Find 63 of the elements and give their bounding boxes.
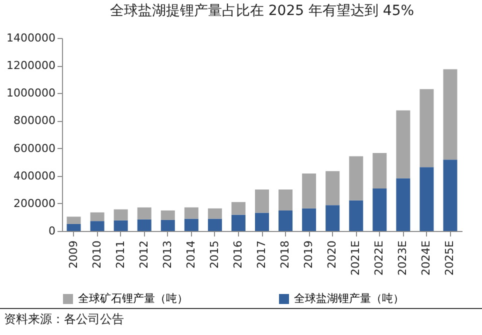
bar [255,212,269,231]
x-tick-label: 2020 [326,240,339,268]
bar [114,220,128,231]
legend-label: 全球矿石锂产量（吨） [78,292,188,305]
bar [372,152,387,189]
y-tick-label: 1000000 [6,86,56,100]
bar [396,110,410,178]
x-tick-label: 2018 [278,240,292,268]
bar [114,209,128,220]
bar [372,188,387,231]
chart-title: 全球盐湖提锂产量占比在 2025 年有望达到 45% [110,3,414,19]
y-tick-label: 800000 [14,114,56,128]
bar [326,171,340,206]
bar [160,220,175,231]
bar [302,208,316,231]
x-tick-label: 2013 [160,240,174,268]
bar [184,207,198,219]
x-tick-label: 2012 [137,240,150,268]
bar [66,216,81,224]
x-tick-label: 2021E [349,240,362,276]
x-tick-label: 2022E [372,240,386,276]
x-tick-label: 2017 [255,240,268,268]
x-tick-label: 2014 [184,240,198,268]
text: 资料来源：各公司公告 [0,308,482,330]
y-tick-label: 1400000 [6,32,56,44]
bar [443,69,458,160]
bar [278,190,293,210]
bar [278,210,293,231]
y-tick-label: 400000 [14,169,56,182]
x-tick-label: 2023E [396,240,410,276]
x-tick-label: 2009 [66,240,80,268]
bar [66,224,81,231]
bar [184,218,198,231]
x-tick-label: 2011 [114,240,127,268]
x-tick-label: 2010 [90,240,104,268]
y-tick-label: 200000 [14,196,56,210]
bar [208,218,222,231]
bar [420,167,434,231]
bar [231,214,246,231]
x-tick-label: 2025E [443,240,456,276]
bar [420,89,434,168]
x-tick-label: 2016 [231,240,244,268]
bar [137,219,152,231]
bar [349,156,364,200]
bar [90,212,104,222]
bar [443,160,458,231]
bar [326,205,340,231]
y-tick-label: 1200000 [6,59,56,72]
bar [396,178,410,231]
bar [349,200,364,231]
y-tick-label: 0 [48,224,56,238]
bar [137,207,152,220]
x-tick-label: 2019 [302,240,316,268]
bar [302,174,316,208]
y-tick-label: 600000 [14,142,56,155]
x-tick-label: 2024E [420,240,433,276]
bar [231,202,246,215]
bar [90,221,104,231]
legend-label: 全球盐湖锂产量（吨） [294,292,404,305]
bar [255,190,269,213]
bar [160,210,175,220]
x-tick-label: 2015 [208,240,221,268]
bar [208,208,222,219]
